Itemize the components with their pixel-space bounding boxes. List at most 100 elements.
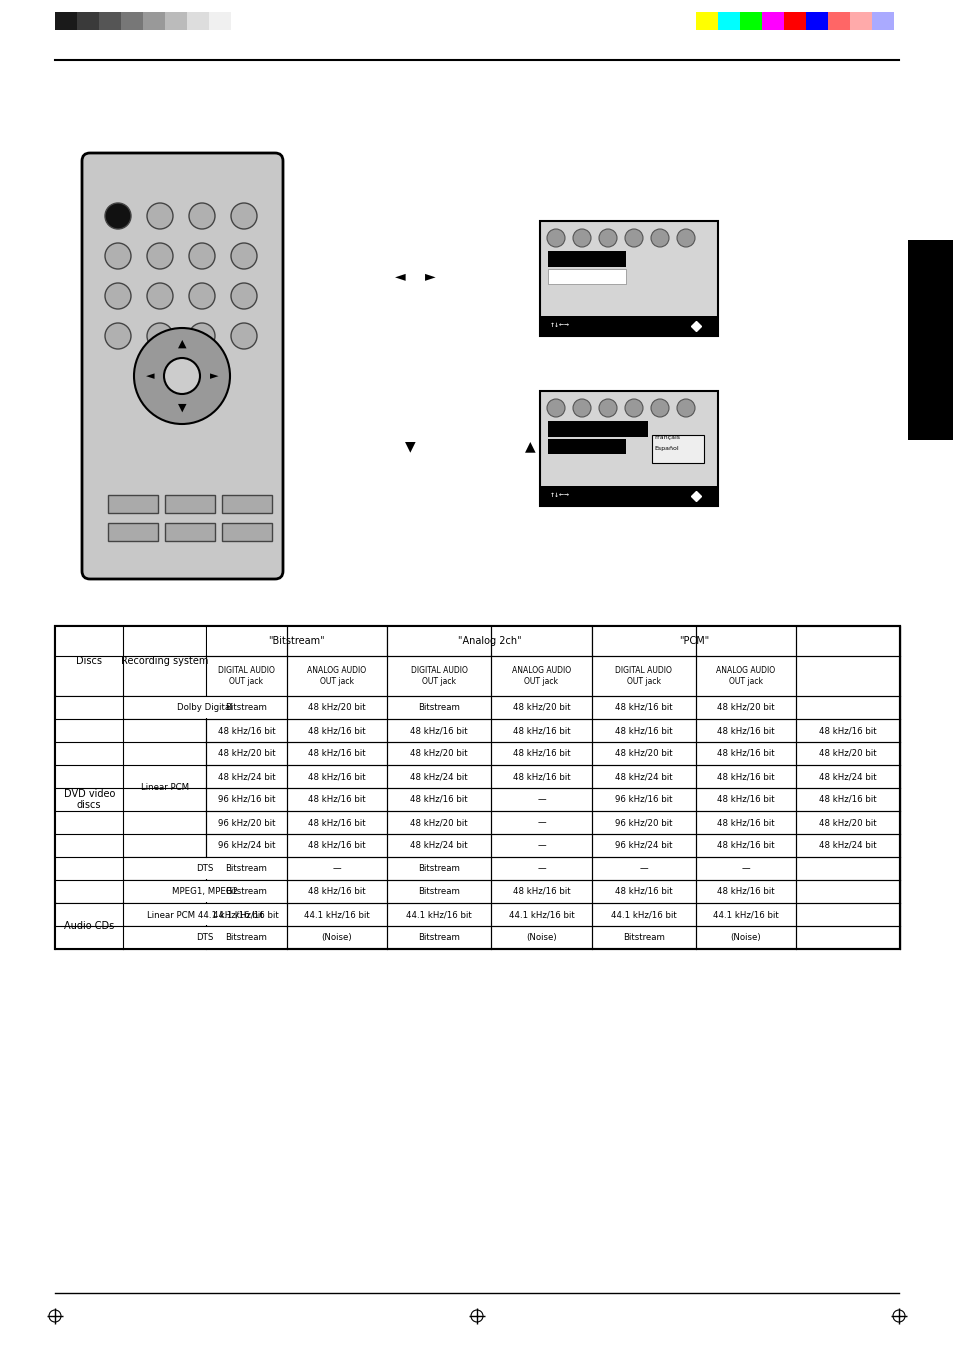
Text: ANALOG AUDIO
OUT jack: ANALOG AUDIO OUT jack xyxy=(307,666,366,686)
Bar xyxy=(222,523,272,540)
Circle shape xyxy=(147,203,172,230)
Text: 48 kHz/16 bit: 48 kHz/16 bit xyxy=(308,771,365,781)
Text: 48 kHz/16 bit: 48 kHz/16 bit xyxy=(819,794,876,804)
Text: ANALOG AUDIO
OUT jack: ANALOG AUDIO OUT jack xyxy=(716,666,775,686)
Circle shape xyxy=(147,243,172,269)
Text: "PCM": "PCM" xyxy=(679,636,708,646)
Bar xyxy=(124,697,286,719)
Circle shape xyxy=(231,282,256,309)
Text: ↑↓←→: ↑↓←→ xyxy=(550,320,569,330)
Circle shape xyxy=(624,230,642,247)
Text: 48 kHz/16 bit: 48 kHz/16 bit xyxy=(410,725,468,735)
Bar xyxy=(55,626,899,948)
Text: —: — xyxy=(333,865,341,873)
Text: 48 kHz/20 bit: 48 kHz/20 bit xyxy=(717,703,774,712)
Text: 48 kHz/20 bit: 48 kHz/20 bit xyxy=(410,748,468,758)
Text: —: — xyxy=(537,794,545,804)
Text: 48 kHz/20 bit: 48 kHz/20 bit xyxy=(819,748,876,758)
Text: 48 kHz/16 bit: 48 kHz/16 bit xyxy=(717,794,774,804)
Text: DTS: DTS xyxy=(196,934,213,942)
Text: ▼: ▼ xyxy=(404,439,415,453)
Bar xyxy=(56,627,122,696)
Text: 48 kHz/16 bit: 48 kHz/16 bit xyxy=(308,817,365,827)
Bar xyxy=(651,435,703,463)
Text: Bitstream: Bitstream xyxy=(225,934,267,942)
Text: DIGITAL AUDIO
OUT jack: DIGITAL AUDIO OUT jack xyxy=(615,666,672,686)
Bar xyxy=(547,251,625,267)
Text: 44.1 kHz/16 bit: 44.1 kHz/16 bit xyxy=(213,911,279,919)
Text: DIGITAL AUDIO
OUT jack: DIGITAL AUDIO OUT jack xyxy=(411,666,467,686)
Text: DTS: DTS xyxy=(196,865,213,873)
Text: MPEG1, MPEG2: MPEG1, MPEG2 xyxy=(172,888,238,896)
Text: Bitstream: Bitstream xyxy=(225,865,267,873)
Text: 48 kHz/24 bit: 48 kHz/24 bit xyxy=(819,771,876,781)
Text: DIGITAL AUDIO
OUT jack: DIGITAL AUDIO OUT jack xyxy=(217,666,274,686)
Bar xyxy=(761,12,783,30)
Text: 48 kHz/16 bit: 48 kHz/16 bit xyxy=(512,725,570,735)
Bar xyxy=(547,422,647,436)
Text: 96 kHz/24 bit: 96 kHz/24 bit xyxy=(217,842,274,850)
Bar xyxy=(124,627,205,696)
Bar xyxy=(388,627,590,655)
Text: ↑↓←→: ↑↓←→ xyxy=(550,490,569,499)
Text: 48 kHz/16 bit: 48 kHz/16 bit xyxy=(512,748,570,758)
Circle shape xyxy=(677,230,695,247)
Text: 44.1 kHz/16 bit: 44.1 kHz/16 bit xyxy=(712,911,778,919)
Bar xyxy=(539,390,718,507)
Bar xyxy=(124,927,286,948)
Circle shape xyxy=(231,203,256,230)
Bar xyxy=(207,627,386,655)
Circle shape xyxy=(546,230,564,247)
Text: ▲: ▲ xyxy=(177,339,186,349)
Text: 48 kHz/24 bit: 48 kHz/24 bit xyxy=(217,771,274,781)
Text: 48 kHz/16 bit: 48 kHz/16 bit xyxy=(512,771,570,781)
Circle shape xyxy=(231,323,256,349)
Text: Bitstream: Bitstream xyxy=(417,865,459,873)
Text: Linear PCM: Linear PCM xyxy=(141,784,189,793)
Text: ◄: ◄ xyxy=(395,269,405,282)
Bar xyxy=(55,12,77,30)
Circle shape xyxy=(105,323,131,349)
Text: 44.1 kHz/16 bit: 44.1 kHz/16 bit xyxy=(508,911,574,919)
Text: Bitstream: Bitstream xyxy=(417,703,459,712)
Bar xyxy=(121,12,143,30)
Text: (Noise): (Noise) xyxy=(730,934,760,942)
Text: 96 kHz/24 bit: 96 kHz/24 bit xyxy=(615,842,672,850)
Text: 48 kHz/16 bit: 48 kHz/16 bit xyxy=(615,888,672,896)
Circle shape xyxy=(650,230,668,247)
Bar xyxy=(56,904,122,948)
Bar xyxy=(108,523,158,540)
Text: 48 kHz/20 bit: 48 kHz/20 bit xyxy=(512,703,570,712)
Bar xyxy=(539,222,718,336)
Text: 48 kHz/16 bit: 48 kHz/16 bit xyxy=(615,725,672,735)
Circle shape xyxy=(598,399,617,417)
Text: Bitstream: Bitstream xyxy=(225,888,267,896)
Circle shape xyxy=(105,243,131,269)
Circle shape xyxy=(189,323,214,349)
Circle shape xyxy=(105,282,131,309)
Text: 48 kHz/16 bit: 48 kHz/16 bit xyxy=(308,888,365,896)
Text: 48 kHz/20 bit: 48 kHz/20 bit xyxy=(217,748,274,758)
Text: "Bitstream": "Bitstream" xyxy=(268,636,325,646)
Circle shape xyxy=(105,203,131,230)
Bar xyxy=(143,12,165,30)
Circle shape xyxy=(650,399,668,417)
Circle shape xyxy=(133,328,230,424)
Text: 48 kHz/16 bit: 48 kHz/16 bit xyxy=(308,725,365,735)
Text: 48 kHz/20 bit: 48 kHz/20 bit xyxy=(819,817,876,827)
Text: ▼: ▼ xyxy=(177,403,186,413)
Bar xyxy=(124,881,286,902)
Text: 48 kHz/16 bit: 48 kHz/16 bit xyxy=(512,888,570,896)
Text: 48 kHz/16 bit: 48 kHz/16 bit xyxy=(410,794,468,804)
Circle shape xyxy=(189,203,214,230)
Text: Dolby Digital: Dolby Digital xyxy=(177,703,233,712)
Bar xyxy=(539,316,718,336)
Text: Français: Français xyxy=(654,435,679,440)
Text: —: — xyxy=(537,865,545,873)
Bar xyxy=(124,720,205,857)
Bar xyxy=(696,12,718,30)
Circle shape xyxy=(598,230,617,247)
Bar xyxy=(209,12,231,30)
Bar xyxy=(827,12,849,30)
Text: 48 kHz/24 bit: 48 kHz/24 bit xyxy=(410,842,468,850)
